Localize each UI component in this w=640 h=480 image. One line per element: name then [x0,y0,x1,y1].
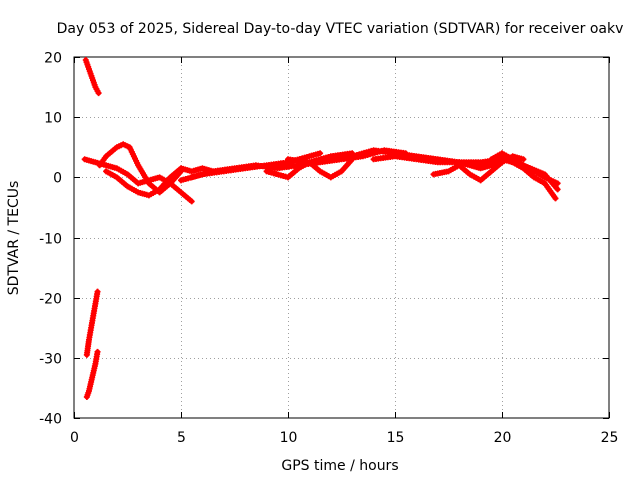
grid-layer [74,57,609,418]
x-tick-label: 25 [601,430,619,446]
series-arc-high [82,57,102,97]
series-arc-low-1 [83,288,101,358]
data-point [94,348,101,355]
series-arc-f [263,150,356,181]
data-point [317,150,324,157]
y-tick-label: -40 [39,412,62,428]
series-arc-low-2 [83,348,101,400]
x-tick-label: 15 [387,430,405,446]
x-tick-label: 20 [494,430,512,446]
data-point [95,90,102,97]
y-tick-label: -30 [39,352,62,368]
y-tick-label: -20 [39,292,62,308]
series-arc-k [456,153,559,202]
x-tick-label: 10 [280,430,298,446]
series-arc-g [285,156,356,181]
y-axis-title: SDTVAR / TECUs [6,181,22,296]
tick-layer [74,57,610,419]
data-point [554,180,561,187]
data-layer [81,57,561,400]
series-arc-b [96,141,184,196]
data-point [188,198,195,205]
chart-title: Day 053 of 2025, Sidereal Day-to-day VTE… [57,21,624,37]
data-point [552,195,559,202]
plot-frame [73,56,610,419]
y-tick-label: -10 [39,232,62,248]
data-point [520,156,527,163]
tick-label-layer: 0 5 10 15 20 25 -40 -30 -20 -10 0 10 20 [39,51,618,447]
x-tick-label: 5 [177,430,186,446]
data-point [554,186,561,193]
x-axis-title: GPS time / hours [281,458,398,474]
series-arc-c [103,165,217,199]
y-tick-label: 20 [44,51,62,67]
x-tick-label: 0 [70,430,79,446]
data-point [94,288,101,295]
y-tick-label: 0 [53,171,62,187]
series-arc-l [488,150,561,187]
y-tick-label: 10 [44,111,62,127]
